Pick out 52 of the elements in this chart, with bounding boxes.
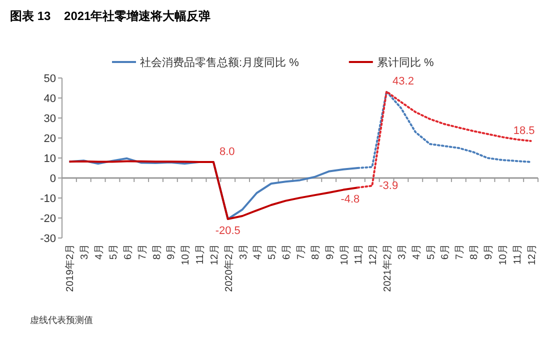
data-label: -3.9 bbox=[379, 180, 398, 192]
x-tick-label: 2019年2月 bbox=[64, 244, 76, 292]
x-tick-label: 11月 bbox=[195, 244, 206, 264]
y-tick-label: -10 bbox=[40, 193, 56, 205]
y-tick-label: 10 bbox=[44, 153, 56, 165]
x-tick-label: 11月 bbox=[354, 244, 365, 264]
y-tick-label: 50 bbox=[44, 73, 56, 85]
data-label: 43.2 bbox=[392, 76, 414, 88]
x-tick-label: 3月 bbox=[238, 244, 250, 260]
x-tick-label: 9月 bbox=[166, 244, 178, 260]
x-tick-label: 10月 bbox=[180, 244, 192, 266]
x-tick-label: 10月 bbox=[339, 244, 350, 266]
x-tick-label: 12月 bbox=[368, 244, 380, 266]
x-tick-label: 6月 bbox=[440, 244, 452, 260]
data-label: 8.0 bbox=[219, 146, 235, 158]
x-tick-label: 8月 bbox=[310, 244, 322, 260]
data-label: 18.5 bbox=[513, 125, 535, 137]
data-label: -20.5 bbox=[215, 225, 240, 237]
x-tick-label: 7月 bbox=[454, 244, 466, 260]
x-tick-label: 5月 bbox=[426, 244, 437, 260]
x-tick-label: 2020年2月 bbox=[222, 244, 235, 292]
x-tick-label: 8月 bbox=[152, 244, 163, 260]
x-tick-label: 7月 bbox=[296, 244, 307, 260]
legend-label: 累计同比 % bbox=[376, 56, 434, 69]
x-tick-label: 5月 bbox=[108, 244, 120, 260]
y-tick-label: 0 bbox=[50, 173, 56, 185]
x-tick-label: 11月 bbox=[512, 244, 524, 264]
x-tick-label: 4月 bbox=[252, 244, 264, 260]
data-label: -4.8 bbox=[340, 194, 360, 206]
x-tick-label: 4月 bbox=[94, 244, 106, 260]
x-tick-label: 3月 bbox=[80, 244, 91, 260]
x-tick-label: 6月 bbox=[282, 244, 293, 260]
x-tick-label: 12月 bbox=[209, 244, 220, 266]
x-tick-label: 12月 bbox=[526, 244, 538, 266]
y-tick-label: -20 bbox=[40, 213, 56, 225]
x-tick-label: 5月 bbox=[267, 244, 278, 260]
legend-label: 社会消费品零售总额:月度同比 % bbox=[140, 56, 300, 69]
x-tick-label: 9月 bbox=[324, 244, 336, 260]
y-tick-label: 20 bbox=[44, 133, 56, 145]
x-tick-label: 10月 bbox=[498, 244, 509, 266]
x-tick-label: 4月 bbox=[411, 244, 422, 260]
y-tick-label: -30 bbox=[40, 233, 56, 245]
x-tick-label: 3月 bbox=[396, 244, 408, 260]
y-tick-label: 40 bbox=[44, 93, 56, 105]
x-tick-label: 6月 bbox=[122, 244, 134, 260]
chart-title: 图表 13 2021年社零增速将大幅反弹 bbox=[10, 9, 211, 23]
x-tick-label: 8月 bbox=[469, 244, 480, 260]
x-tick-label: 9月 bbox=[484, 244, 495, 260]
text: 虚线代表预测值 bbox=[30, 315, 93, 325]
x-tick-label: 2021年2月 bbox=[382, 244, 394, 292]
x-tick-label: 7月 bbox=[137, 244, 148, 260]
y-tick-label: 30 bbox=[44, 113, 56, 125]
